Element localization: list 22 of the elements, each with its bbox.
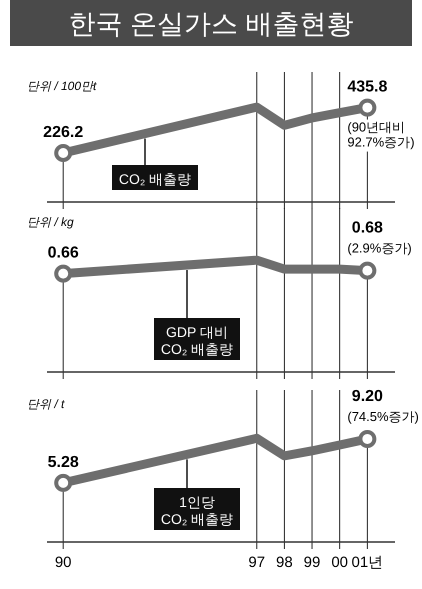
text: GDP 대비 CO₂ 배출량	[160, 324, 234, 357]
data-label: 0.66	[48, 244, 79, 262]
data-label: 5.28	[48, 454, 79, 471]
text: CO₂ 배출량	[118, 171, 192, 187]
data-label: 0.68	[352, 220, 384, 237]
x-tick-label: 00	[331, 554, 348, 571]
data-label: 9.20	[352, 388, 384, 405]
x-tick-label: 99	[304, 554, 320, 571]
x-tick-label: 98	[276, 554, 293, 571]
annotation: (2.9%증가)	[347, 240, 412, 256]
annotation: (90년대비 92.7%증가)	[347, 120, 415, 150]
x-tick-label: 01년	[352, 554, 384, 571]
y-axis-title: 단위 / t	[27, 397, 65, 411]
x-tick-label: 97	[248, 554, 266, 571]
text: 1인당 CO₂ 배출량	[160, 494, 234, 527]
data-label: 226.2	[43, 124, 84, 141]
y-axis-title: 단위 / 100만t	[27, 79, 98, 93]
chart-title: 한국 온실가스 배출현황	[68, 9, 354, 39]
x-tick-label: 90	[54, 554, 72, 571]
data-label: 435.8	[347, 78, 388, 96]
annotation: (74.5%증가)	[347, 408, 419, 424]
y-axis-title: 단위 / kg	[27, 215, 74, 229]
